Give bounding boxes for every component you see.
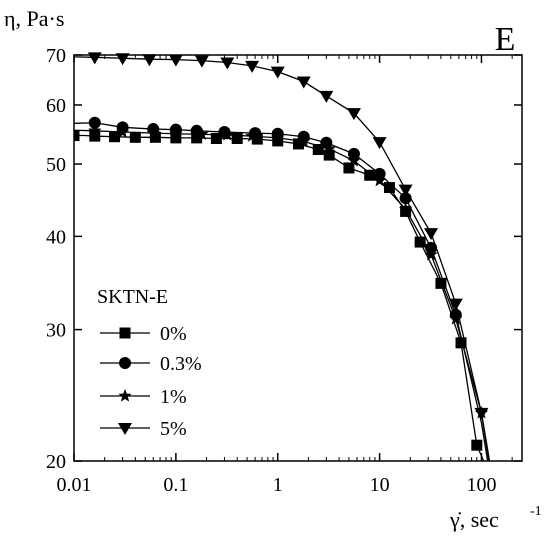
data-point <box>424 228 439 241</box>
data-point <box>372 137 387 150</box>
plot-frame <box>73 54 523 462</box>
x-axis-title-superscript: -1 <box>530 504 542 519</box>
x-ticks: 0.01 0.1 1 10 100 <box>57 55 513 496</box>
data-point <box>87 52 102 65</box>
legend-label: 1% <box>160 386 187 408</box>
data-point <box>424 247 438 261</box>
legend-marker <box>118 389 132 402</box>
x-tick-label: 0.01 <box>57 474 92 496</box>
y-tick-label: 40 <box>46 226 66 248</box>
series-line <box>74 129 490 461</box>
data-point <box>129 131 141 143</box>
legend-label: 5% <box>160 418 187 440</box>
y-ticks: 20 30 40 50 60 70 <box>46 45 522 473</box>
y-tick-label: 60 <box>46 95 66 117</box>
data-point <box>270 66 285 79</box>
data-point <box>210 133 222 145</box>
data-point <box>88 123 102 137</box>
series-4 <box>74 52 491 461</box>
legend-marker <box>119 357 131 369</box>
data-point <box>296 76 311 89</box>
data-point <box>231 133 243 145</box>
axes <box>73 54 523 462</box>
y-axis-title: η, Pa·s <box>4 6 64 31</box>
legend-label: 0% <box>160 323 187 345</box>
y-tick-label: 30 <box>46 320 66 342</box>
data-point <box>347 153 361 167</box>
data-point <box>319 90 334 103</box>
data-point <box>455 337 467 349</box>
data-point <box>398 184 413 197</box>
panel-label: E <box>495 21 516 58</box>
data-point <box>414 236 426 248</box>
data-point <box>372 173 387 187</box>
data-point <box>169 126 183 140</box>
data-point <box>346 108 361 121</box>
x-tick-label: 10 <box>370 474 390 496</box>
data-point <box>115 53 130 66</box>
data-point <box>364 169 376 181</box>
data-point <box>168 54 183 67</box>
data-point <box>448 298 463 311</box>
data-point <box>191 132 203 144</box>
x-tick-label: 1 <box>273 474 283 496</box>
legend-marker <box>118 423 132 435</box>
x-axis-title-text: γ̇, sec <box>449 507 499 532</box>
data-point <box>449 311 463 325</box>
data-point <box>398 202 413 215</box>
y-tick-label: 70 <box>46 45 66 67</box>
data-point <box>323 149 335 161</box>
data-point <box>312 143 324 155</box>
series-layer <box>74 52 491 461</box>
data-point <box>115 124 130 138</box>
x-tick-label: 100 <box>466 474 496 496</box>
legend-title: SKTN-E <box>97 286 168 308</box>
data-point <box>251 133 263 145</box>
y-tick-label: 50 <box>46 154 66 176</box>
data-point <box>474 407 489 420</box>
data-point <box>142 54 157 67</box>
legend: SKTN-E 0% 0.3% 1% 5% <box>97 286 202 440</box>
data-point <box>194 55 209 68</box>
data-point <box>245 129 259 142</box>
data-point <box>146 126 160 139</box>
data-point <box>89 130 101 142</box>
legend-label: 0.3% <box>160 353 202 375</box>
data-point <box>109 131 121 143</box>
x-tick-label: 0.1 <box>163 474 188 496</box>
series-line <box>74 56 491 461</box>
data-point <box>74 130 80 142</box>
data-point <box>220 127 234 141</box>
data-point <box>297 134 311 148</box>
data-point <box>245 60 260 73</box>
data-point <box>88 116 101 129</box>
data-point <box>293 138 305 150</box>
data-point <box>170 132 182 144</box>
data-point <box>383 182 395 194</box>
data-point <box>195 127 209 140</box>
data-point <box>271 130 285 144</box>
legend-marker <box>119 327 131 339</box>
data-point <box>435 277 447 289</box>
data-point <box>220 57 235 70</box>
data-point <box>343 162 355 174</box>
data-point <box>471 439 483 451</box>
series-3 <box>74 123 490 461</box>
y-tick-label: 20 <box>46 451 66 473</box>
data-point <box>322 141 336 155</box>
x-axis-title: γ̇, sec -1 <box>449 504 542 532</box>
